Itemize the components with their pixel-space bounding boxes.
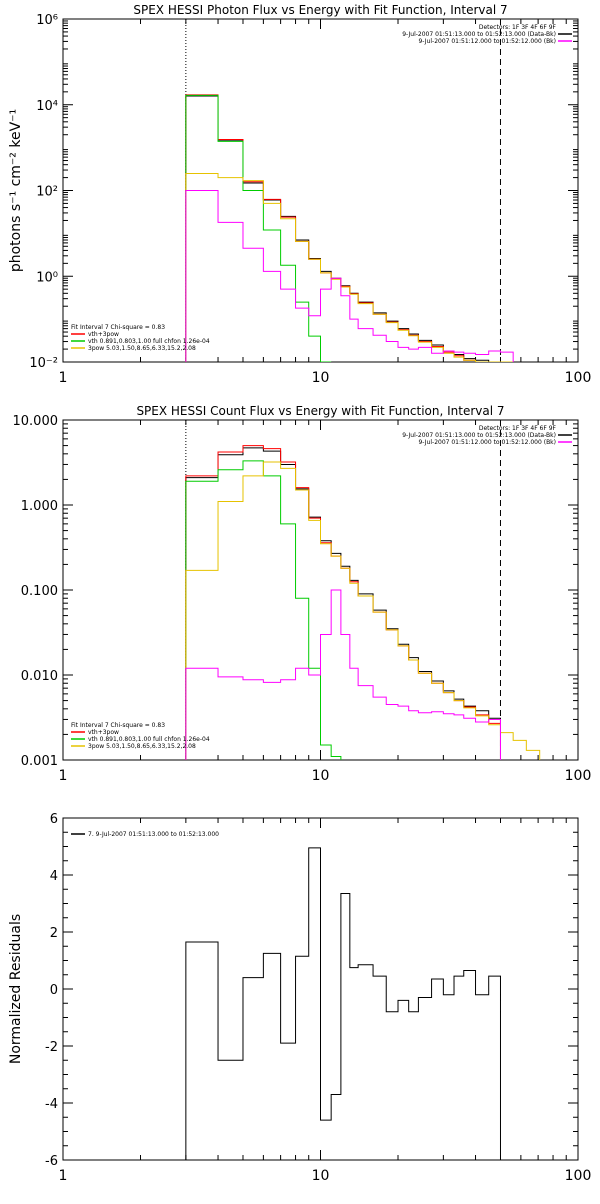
fit-label-1: Fit Interval 7 Chi-square = 0.83: [71, 324, 165, 331]
y-tick-label-3-0: -6: [45, 1154, 58, 1169]
series-line-1-2: [185, 94, 514, 362]
y-tick-label-2-1: 0.010: [21, 669, 58, 684]
fit-label-2: Fit Interval 7 Chi-square = 0.83: [71, 722, 165, 729]
y-tick-label-1-1: 10⁰: [36, 270, 58, 285]
x-tick-label-1-10: 10: [312, 370, 330, 386]
y-tick-label-3-2: -2: [45, 1040, 58, 1055]
legend-entry-1-2: vth 0.891,0.803,1.00 full chfon 1.26e-04: [88, 338, 210, 345]
series-line-1-5: [185, 190, 514, 362]
x-tick-label-1-100: 100: [565, 370, 592, 386]
y-tick-label-1-3: 10⁴: [36, 99, 58, 114]
legend-entry-2-2: vth 0.891,0.803,1.00 full chfon 1.26e-04: [88, 736, 210, 743]
info-line-1-2: 9-Jul-2007 01:51:13.000 to 01:52:13.000 …: [402, 31, 556, 38]
y-tick-label-2-3: 1.000: [21, 499, 58, 514]
legend-entry-2-3: 3pow 5.03,1.50,8.65,6.33,15.2,2.08: [88, 743, 196, 750]
series-line-1-4: [185, 172, 514, 362]
series-line-1-3: [185, 94, 332, 362]
y-tick-label-3-6: 6: [50, 812, 58, 827]
y-tick-label-1-2: 10²: [36, 185, 58, 200]
y-tick-label-3-1: -4: [45, 1097, 58, 1112]
y-tick-label-2-4: 10.000: [13, 414, 59, 429]
y-tick-label-3-5: 4: [50, 869, 58, 884]
y-tick-label-1-4: 10⁶: [36, 13, 58, 28]
x-tick-label-1-1: 1: [59, 370, 68, 386]
info-line-1-3: 9-Jul-2007 01:51:12.000 to 01:52:12.000 …: [418, 38, 556, 45]
y-tick-label-1-0: 10⁻²: [29, 356, 58, 371]
x-tick-label-2-10: 10: [312, 768, 330, 784]
x-tick-label-3-100: 100: [565, 1168, 592, 1184]
y-tick-label-3-4: 2: [50, 926, 58, 941]
series-line-3-1: [185, 847, 501, 1160]
legend-entry-2-1: vth+3pow: [88, 729, 119, 736]
y-axis-label-3: Normalized Residuals: [8, 914, 24, 1064]
y-tick-label-2-0: 0.001: [21, 754, 58, 769]
series-line-2-5: [185, 589, 501, 760]
x-tick-label-3-10: 10: [312, 1168, 330, 1184]
info-line-2-2: 9-Jul-2007 01:51:13.000 to 01:52:13.000 …: [402, 432, 556, 439]
series-line-2-1: [185, 447, 501, 760]
x-tick-label-2-1: 1: [59, 768, 68, 784]
series-line-2-4: [185, 461, 541, 760]
plot-title-2: SPEX HESSI Count Flux vs Energy with Fit…: [136, 404, 504, 418]
y-tick-label-3-3: 0: [50, 983, 58, 998]
info-line-2-3: 9-Jul-2007 01:51:12.000 to 01:52:12.000 …: [418, 439, 556, 446]
y-tick-label-2-2: 0.100: [21, 584, 58, 599]
series-line-2-2: [185, 445, 501, 760]
y-axis-label-1: photons s⁻¹ cm⁻² keV⁻¹: [8, 109, 24, 272]
info-line-2-1: Detectors: 1F 3F 4F 6F 9F: [479, 425, 557, 432]
plot-title-1: SPEX HESSI Photon Flux vs Energy with Fi…: [133, 3, 507, 17]
series-line-1-1: [185, 95, 514, 362]
info-line-1-1: Detectors: 1F 3F 4F 6F 9F: [479, 24, 557, 31]
legend-entry-1-1: vth+3pow: [88, 331, 119, 338]
x-tick-label-2-100: 100: [565, 768, 592, 784]
legend-entry-3-1: 7. 9-Jul-2007 01:51:13.000 to 01:52:13.0…: [88, 831, 219, 838]
series-line-2-3: [185, 460, 342, 760]
legend-entry-1-3: 3pow 5.03,1.50,8.65,6.33,15.2,2.08: [88, 345, 196, 352]
x-tick-label-3-1: 1: [59, 1168, 68, 1184]
